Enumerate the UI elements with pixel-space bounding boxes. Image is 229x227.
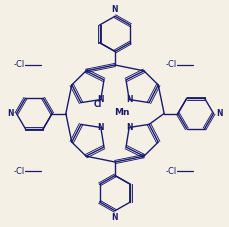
Text: -Cl: -Cl <box>165 60 176 69</box>
Text: N: N <box>97 123 104 132</box>
Text: N: N <box>111 5 118 14</box>
Text: -Cl: -Cl <box>13 60 25 69</box>
Text: Cl: Cl <box>93 100 101 109</box>
Text: Mn: Mn <box>114 108 129 117</box>
Text: N: N <box>125 95 132 104</box>
Text: -Cl: -Cl <box>165 167 176 175</box>
Text: N: N <box>215 109 222 118</box>
Text: N: N <box>125 123 132 132</box>
Text: -Cl: -Cl <box>13 167 25 175</box>
Text: N: N <box>97 95 104 104</box>
Text: N: N <box>7 109 14 118</box>
Text: N: N <box>111 213 118 222</box>
